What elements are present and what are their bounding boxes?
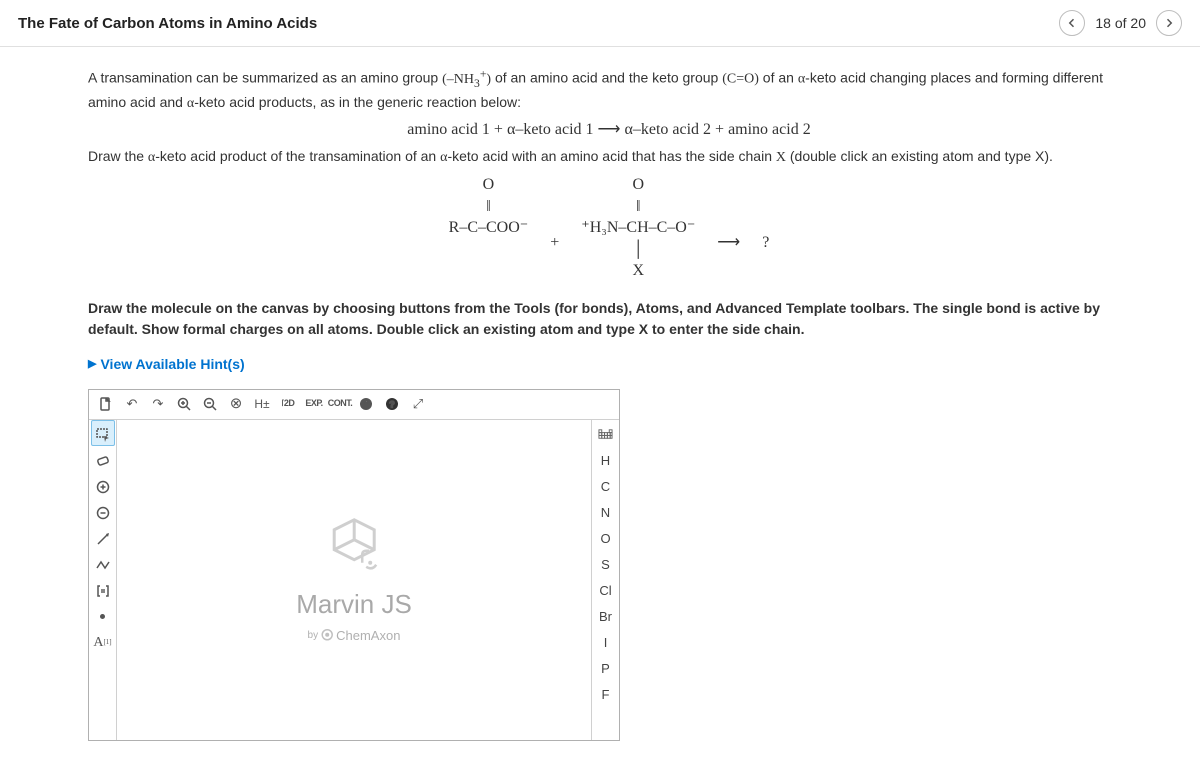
marquee-select-tool[interactable] — [91, 422, 115, 448]
new-doc-button[interactable] — [93, 392, 119, 416]
zoom-in-button[interactable] — [171, 392, 197, 416]
radical-tool[interactable] — [91, 604, 115, 630]
atom-label-tool[interactable]: A[1] — [91, 630, 115, 656]
page-header: The Fate of Carbon Atoms in Amino Acids … — [0, 0, 1200, 47]
molecule-editor: ↶ ↷ ⊗ H± ⌈2D EXP. CONT. i ? ⤢ — [88, 389, 620, 741]
hydrogen-toggle-button[interactable]: H± — [249, 392, 275, 416]
svg-text:i: i — [365, 400, 368, 411]
svg-text:?: ? — [389, 400, 395, 410]
atom-h-button[interactable]: H — [594, 448, 618, 474]
contract-button[interactable]: CONT. — [327, 392, 353, 416]
pager: 18 of 20 — [1059, 10, 1182, 36]
atom-br-button[interactable]: Br — [594, 604, 618, 630]
single-bond-tool[interactable] — [91, 526, 115, 552]
atom-i-button[interactable]: I — [594, 630, 618, 656]
info-button[interactable]: i — [353, 392, 379, 416]
atom-s-button[interactable]: S — [594, 552, 618, 578]
intro-text: A transamination can be summarized as an… — [88, 65, 1130, 114]
view-2d-button[interactable]: ⌈2D — [275, 392, 301, 416]
view-hints-toggle[interactable]: ▶ View Available Hint(s) — [88, 354, 245, 375]
atoms-toolbar: H C N O S Cl Br I P F — [591, 420, 619, 740]
marvinjs-logo-icon — [314, 514, 394, 574]
fullscreen-button[interactable]: ⤢ — [405, 392, 431, 416]
draw-line: Draw the α-keto acid product of the tran… — [88, 146, 1130, 168]
atom-n-button[interactable]: N — [594, 500, 618, 526]
content-area: A transamination can be summarized as an… — [0, 47, 1200, 741]
chevron-right-icon: ▶ — [88, 356, 96, 373]
delete-button[interactable]: ⊗ — [223, 392, 249, 416]
dot-icon — [100, 614, 105, 619]
marvinjs-watermark: Marvin JS by ChemAxon — [296, 514, 412, 645]
chemaxon-logo-icon — [321, 629, 333, 641]
atom-cl-button[interactable]: Cl — [594, 578, 618, 604]
zoom-out-button[interactable] — [197, 392, 223, 416]
generic-equation: amino acid 1 + α–keto acid 1 ⟶ α–keto ac… — [88, 118, 1130, 142]
redo-button[interactable]: ↷ — [145, 392, 171, 416]
product-unknown: ? — [762, 201, 769, 255]
atom-p-button[interactable]: P — [594, 656, 618, 682]
top-toolbar: ↶ ↷ ⊗ H± ⌈2D EXP. CONT. i ? ⤢ — [89, 390, 619, 420]
expand-button[interactable]: EXP. — [301, 392, 327, 416]
plus-sign: + — [550, 201, 559, 255]
charge-plus-tool[interactable] — [91, 474, 115, 500]
atom-c-button[interactable]: C — [594, 474, 618, 500]
help-button[interactable]: ? — [379, 392, 405, 416]
atom-f-button[interactable]: F — [594, 682, 618, 708]
next-button[interactable] — [1156, 10, 1182, 36]
bracket-tool[interactable] — [91, 578, 115, 604]
page-title: The Fate of Carbon Atoms in Amino Acids — [18, 15, 317, 32]
drawing-canvas[interactable]: Marvin JS by ChemAxon — [117, 420, 591, 740]
reactant-2: O ‖ ⁺H₃N–CH–C–O⁻ │ X — [581, 174, 695, 282]
left-toolbar: A[1] — [89, 420, 117, 740]
periodic-table-button[interactable] — [594, 422, 618, 448]
atom-o-button[interactable]: O — [594, 526, 618, 552]
instructions-text: Draw the molecule on the canvas by choos… — [88, 298, 1130, 340]
eraser-tool[interactable] — [91, 448, 115, 474]
chain-bond-tool[interactable] — [91, 552, 115, 578]
prev-button[interactable] — [1059, 10, 1085, 36]
undo-button[interactable]: ↶ — [119, 392, 145, 416]
charge-minus-tool[interactable] — [91, 500, 115, 526]
page-counter: 18 of 20 — [1095, 15, 1146, 31]
reactant-1: O ‖ R–C–COO⁻ — [449, 174, 529, 239]
editor-body: A[1] — [89, 420, 619, 740]
reaction-arrow: ⟶ — [717, 201, 740, 255]
reaction-scheme: O ‖ R–C–COO⁻ + O ‖ ⁺H₃N–CH–C–O⁻ │ X ⟶ ? — [88, 174, 1130, 282]
